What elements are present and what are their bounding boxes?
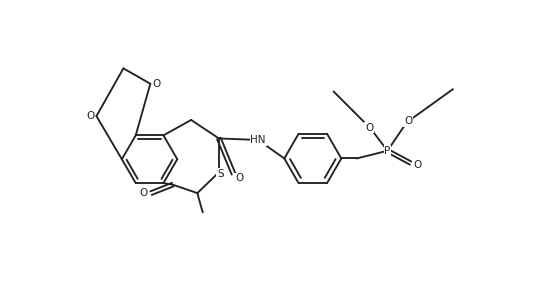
Text: O: O bbox=[235, 173, 243, 183]
Text: O: O bbox=[86, 111, 94, 121]
Text: O: O bbox=[413, 160, 421, 170]
Text: P: P bbox=[384, 146, 391, 156]
Text: O: O bbox=[365, 123, 373, 133]
Text: O: O bbox=[152, 79, 161, 89]
Text: O: O bbox=[404, 117, 413, 126]
Text: HN: HN bbox=[251, 135, 266, 145]
Text: O: O bbox=[140, 188, 148, 198]
Text: S: S bbox=[217, 169, 224, 179]
